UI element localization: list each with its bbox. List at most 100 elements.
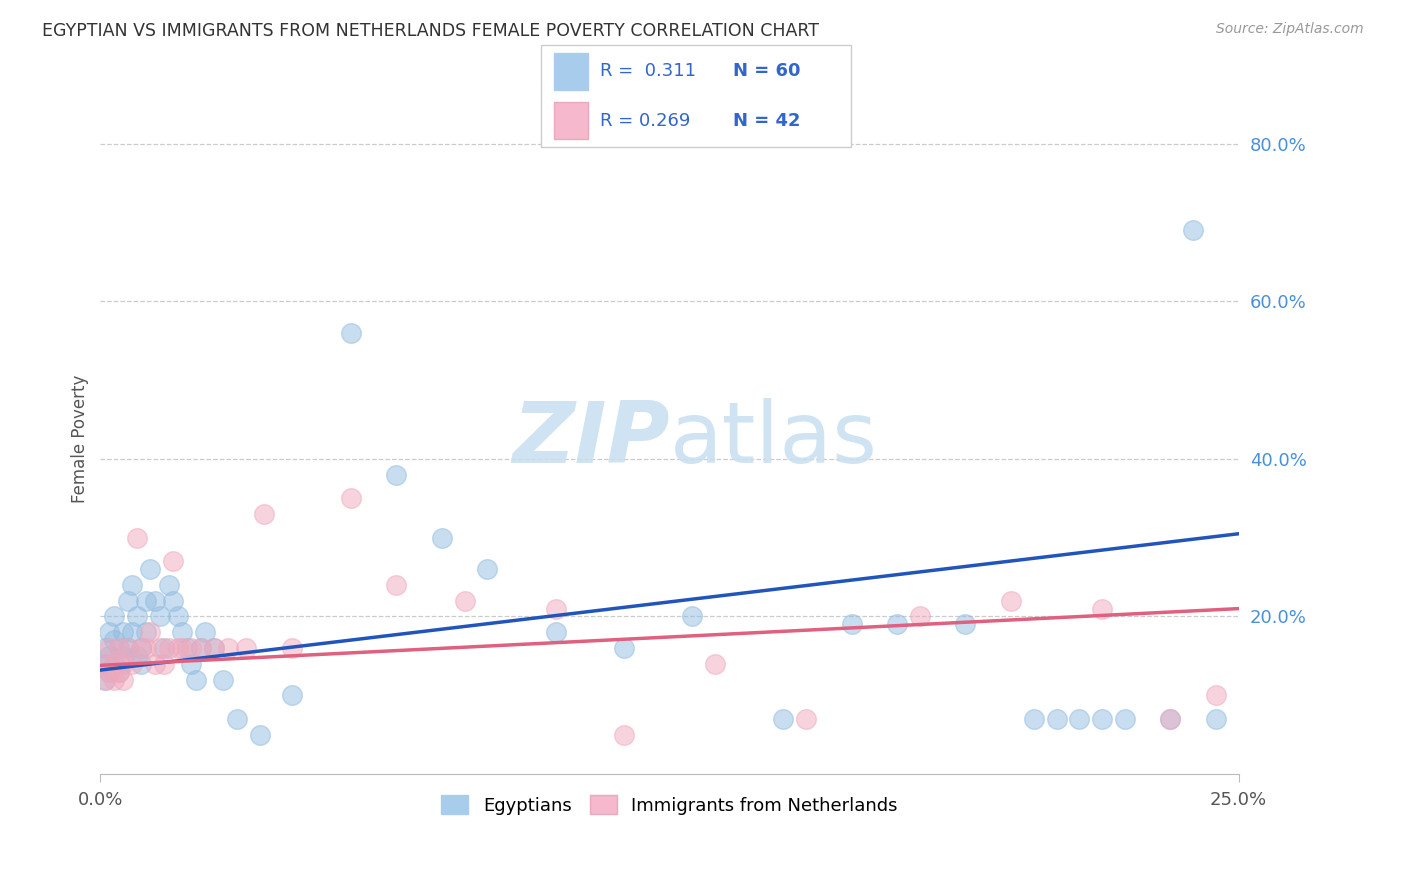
- Point: [103, 609, 125, 624]
- Point: [613, 728, 636, 742]
- Point: [125, 531, 148, 545]
- Point: [143, 593, 166, 607]
- Point: [166, 640, 188, 655]
- Point: [148, 609, 170, 624]
- Point: [226, 712, 249, 726]
- Point: [98, 665, 121, 679]
- Point: [112, 657, 135, 671]
- Text: N = 42: N = 42: [733, 112, 800, 129]
- Point: [107, 640, 129, 655]
- Point: [430, 531, 453, 545]
- Point: [908, 609, 931, 624]
- Legend: Egyptians, Immigrants from Netherlands: Egyptians, Immigrants from Netherlands: [434, 789, 905, 822]
- Point: [249, 728, 271, 742]
- Y-axis label: Female Poverty: Female Poverty: [72, 375, 89, 503]
- Point: [704, 657, 727, 671]
- Point: [112, 673, 135, 687]
- Point: [98, 625, 121, 640]
- Text: Source: ZipAtlas.com: Source: ZipAtlas.com: [1216, 22, 1364, 37]
- Point: [453, 593, 475, 607]
- Point: [841, 617, 863, 632]
- Point: [103, 657, 125, 671]
- Point: [121, 625, 143, 640]
- Point: [125, 609, 148, 624]
- Point: [385, 467, 408, 482]
- Point: [98, 640, 121, 655]
- Point: [772, 712, 794, 726]
- Text: ZIP: ZIP: [512, 398, 669, 481]
- Point: [1159, 712, 1181, 726]
- Point: [162, 554, 184, 568]
- Point: [103, 657, 125, 671]
- Point: [107, 665, 129, 679]
- Point: [886, 617, 908, 632]
- Point: [157, 578, 180, 592]
- Point: [139, 625, 162, 640]
- Point: [339, 491, 361, 506]
- Point: [112, 625, 135, 640]
- Point: [125, 648, 148, 663]
- Point: [94, 673, 117, 687]
- Point: [135, 593, 157, 607]
- Point: [1205, 712, 1227, 726]
- Point: [143, 657, 166, 671]
- Point: [235, 640, 257, 655]
- Point: [172, 640, 194, 655]
- Point: [94, 640, 117, 655]
- Point: [955, 617, 977, 632]
- Point: [1045, 712, 1067, 726]
- Point: [477, 562, 499, 576]
- Point: [135, 625, 157, 640]
- Point: [131, 640, 153, 655]
- Point: [1091, 712, 1114, 726]
- Point: [94, 657, 117, 671]
- Point: [190, 640, 212, 655]
- Point: [121, 657, 143, 671]
- Point: [135, 640, 157, 655]
- FancyBboxPatch shape: [554, 53, 588, 90]
- Point: [1182, 223, 1205, 237]
- Point: [176, 640, 198, 655]
- Point: [280, 688, 302, 702]
- Point: [1069, 712, 1091, 726]
- Point: [1114, 712, 1136, 726]
- Point: [253, 507, 276, 521]
- Point: [117, 640, 139, 655]
- Point: [103, 633, 125, 648]
- Point: [107, 665, 129, 679]
- Point: [613, 640, 636, 655]
- Point: [148, 640, 170, 655]
- Point: [190, 640, 212, 655]
- Point: [280, 640, 302, 655]
- Point: [153, 640, 176, 655]
- Point: [166, 609, 188, 624]
- Point: [131, 640, 153, 655]
- Point: [184, 673, 207, 687]
- Point: [117, 640, 139, 655]
- Text: R =  0.311: R = 0.311: [600, 62, 696, 80]
- Point: [385, 578, 408, 592]
- Text: atlas: atlas: [669, 398, 877, 481]
- Point: [1159, 712, 1181, 726]
- Point: [794, 712, 817, 726]
- Point: [172, 625, 194, 640]
- Point: [1000, 593, 1022, 607]
- FancyBboxPatch shape: [554, 102, 588, 139]
- Point: [1022, 712, 1045, 726]
- Point: [139, 562, 162, 576]
- Point: [339, 326, 361, 340]
- Text: N = 60: N = 60: [733, 62, 800, 80]
- Point: [681, 609, 703, 624]
- Point: [94, 657, 117, 671]
- Point: [544, 625, 567, 640]
- Point: [1205, 688, 1227, 702]
- Point: [202, 640, 225, 655]
- Point: [180, 657, 202, 671]
- Point: [112, 648, 135, 663]
- Text: EGYPTIAN VS IMMIGRANTS FROM NETHERLANDS FEMALE POVERTY CORRELATION CHART: EGYPTIAN VS IMMIGRANTS FROM NETHERLANDS …: [42, 22, 820, 40]
- Point: [544, 601, 567, 615]
- Point: [131, 657, 153, 671]
- Point: [180, 640, 202, 655]
- Point: [103, 673, 125, 687]
- Point: [202, 640, 225, 655]
